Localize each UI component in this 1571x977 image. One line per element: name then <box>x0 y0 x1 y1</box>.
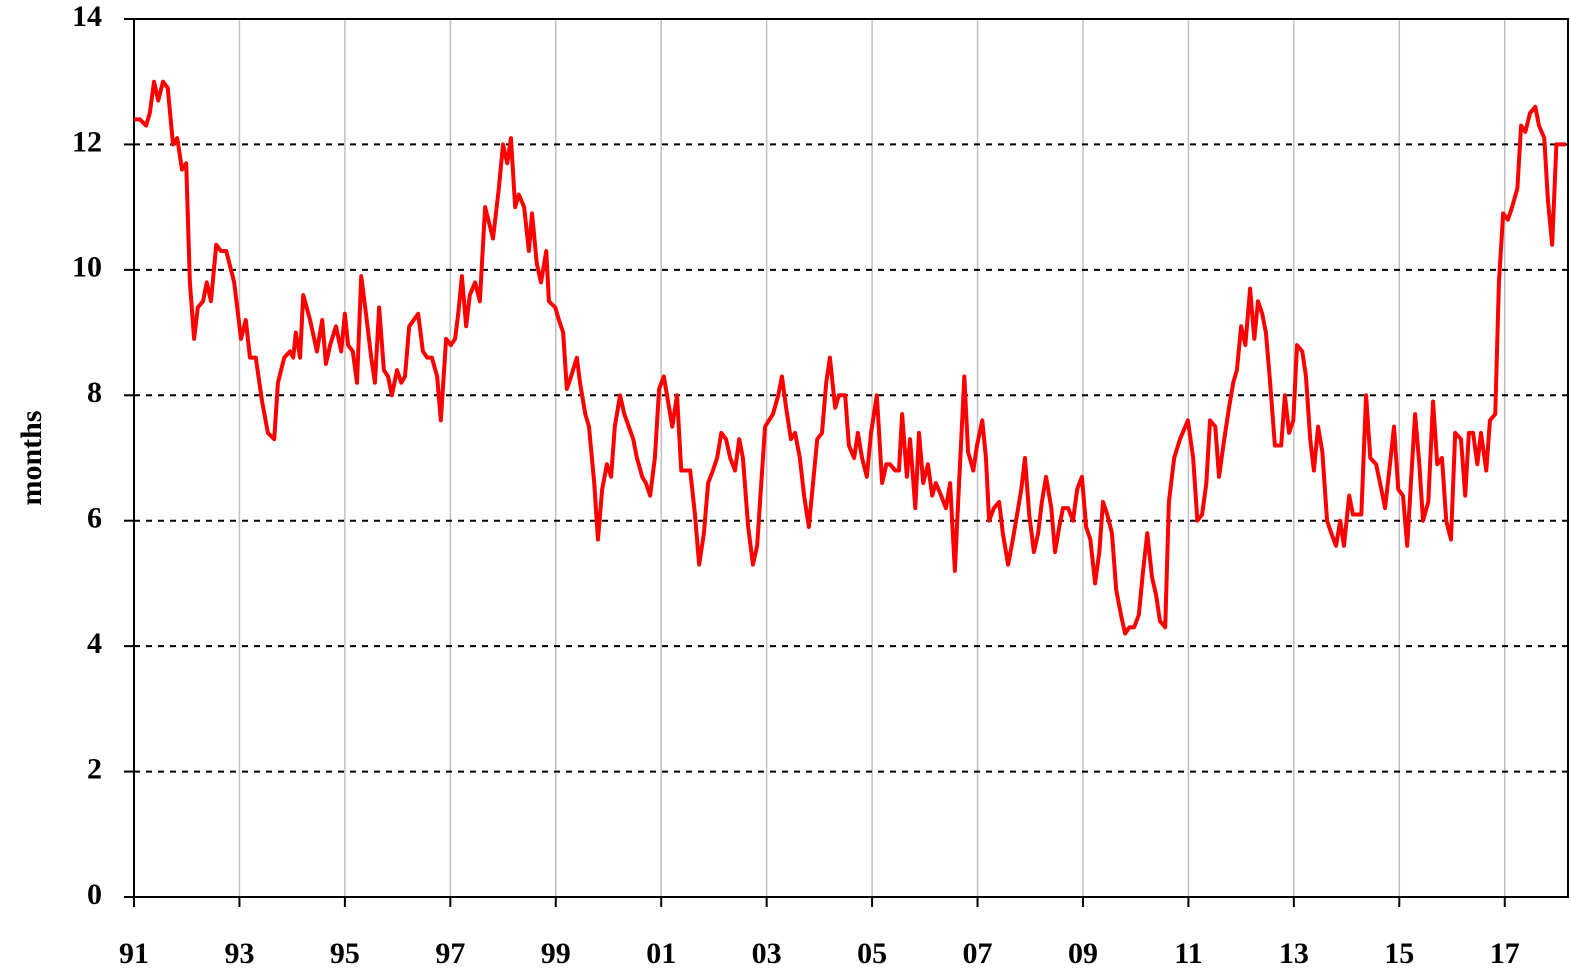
x-tick-label: 91 <box>119 937 149 970</box>
plot-frame <box>133 18 1569 898</box>
x-tick-label: 05 <box>857 937 887 970</box>
x-tick-label: 13 <box>1279 937 1309 970</box>
y-tick-label: 4 <box>87 627 102 660</box>
y-tick-label: 2 <box>87 752 102 785</box>
data-line <box>134 79 1566 636</box>
x-tick-label: 99 <box>541 937 571 970</box>
x-tick-label: 17 <box>1490 937 1520 970</box>
x-tick-label: 95 <box>330 937 360 970</box>
x-tick-label: 97 <box>435 937 465 970</box>
y-tick-label: 6 <box>87 502 102 535</box>
x-tick-label: 93 <box>224 937 254 970</box>
x-tick-label: 09 <box>1068 937 1098 970</box>
y-tick-label: 14 <box>72 0 102 33</box>
y-tick-label: 10 <box>72 251 102 284</box>
y-tick-label: 12 <box>72 125 102 158</box>
x-tick-label: 11 <box>1174 937 1202 970</box>
x-tick-label: 15 <box>1384 937 1414 970</box>
x-tick-label: 07 <box>963 937 993 970</box>
y-tick-label: 0 <box>87 878 102 911</box>
x-tick-label: 03 <box>752 937 782 970</box>
y-tick-label: 8 <box>87 376 102 409</box>
x-tick-label: 01 <box>646 937 676 970</box>
y-axis-label: months <box>15 410 48 505</box>
